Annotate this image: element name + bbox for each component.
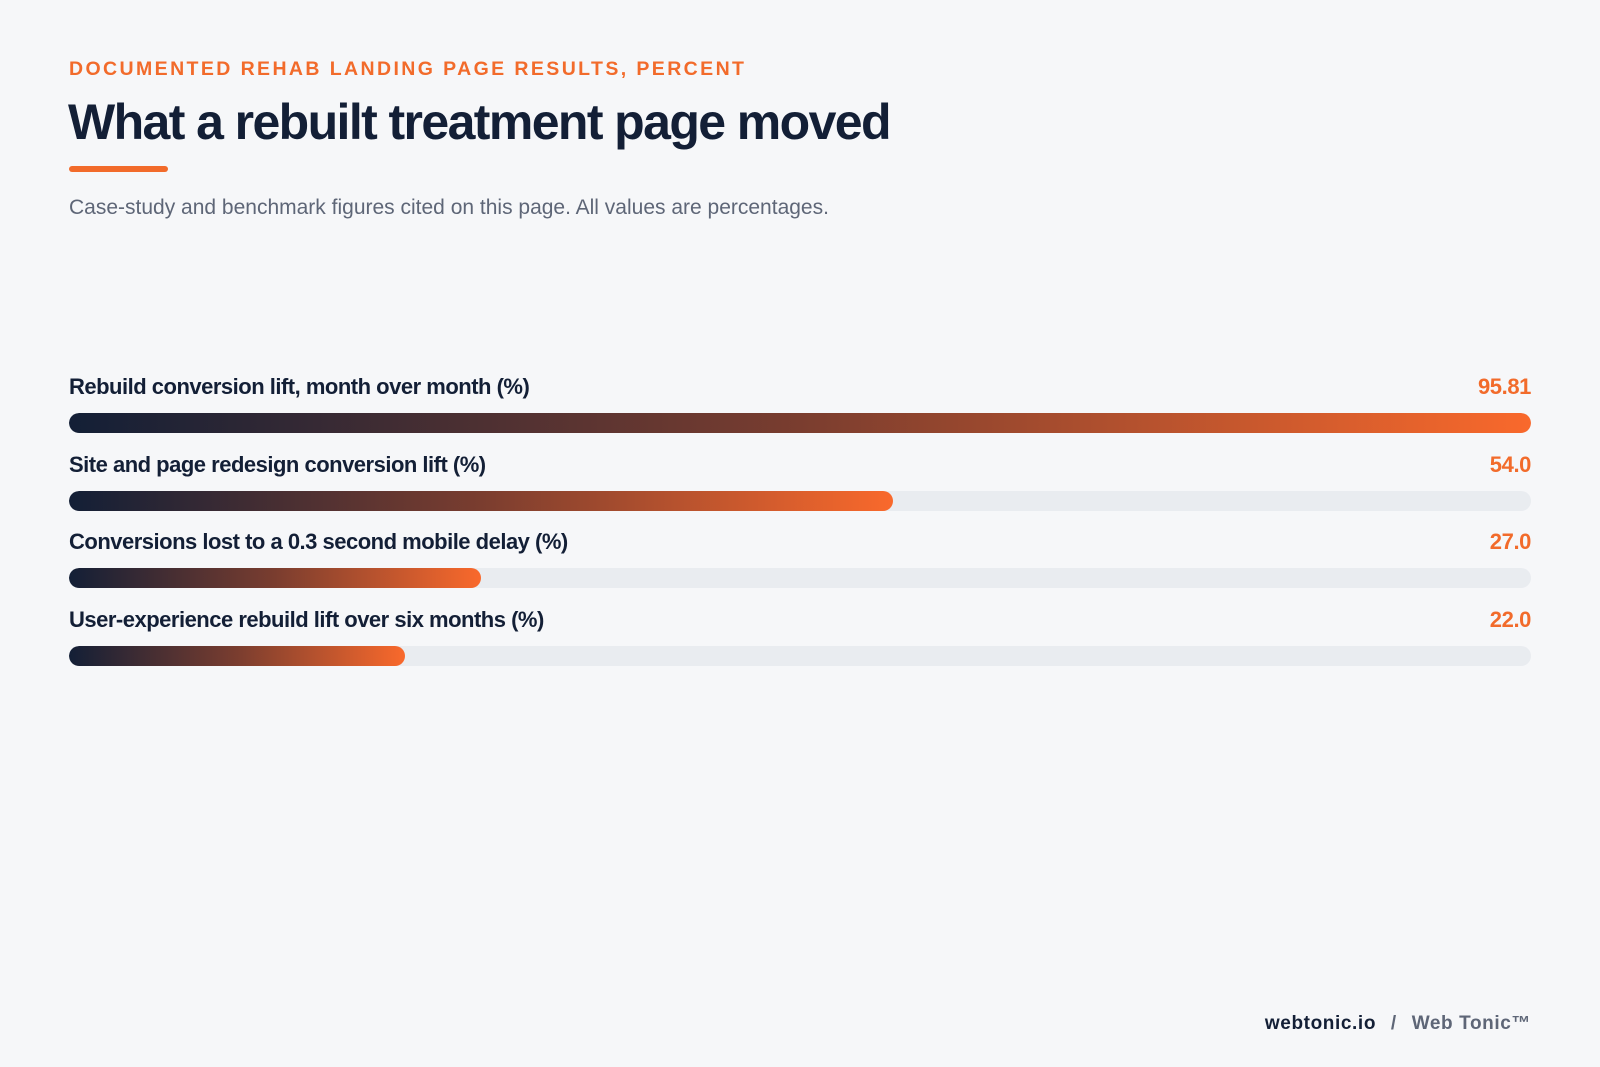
bar-value-label: 22.0 (1489, 606, 1532, 632)
eyebrow-label: DOCUMENTED REHAB LANDING PAGE RESULTS, P… (69, 58, 747, 80)
bar-fill (69, 568, 481, 588)
bar-header: Rebuild conversion lift, month over mont… (69, 374, 1531, 413)
bar-row: Conversions lost to a 0.3 second mobile … (69, 529, 1531, 607)
bar-track (69, 490, 1531, 511)
bar-category-label: User-experience rebuild lift over six mo… (69, 606, 544, 632)
bar-value-label: 27.0 (1489, 529, 1532, 554)
bar-header: Conversions lost to a 0.3 second mobile … (69, 529, 1531, 568)
bar-category-label: Rebuild conversion lift, month over mont… (69, 374, 530, 399)
bar-track (69, 645, 1531, 666)
bar-fill (69, 645, 405, 666)
footer-brand: Web Tonic™ (1411, 1013, 1531, 1034)
bar-header: User-experience rebuild lift over six mo… (69, 607, 1531, 646)
bar-chart: Rebuild conversion lift, month over mont… (69, 374, 1531, 684)
bar-row: User-experience rebuild lift over six mo… (69, 607, 1531, 685)
bar-value-label: 95.81 (1477, 374, 1531, 399)
bar-row: Site and page redesign conversion lift (… (69, 452, 1531, 530)
page-subtitle: Case-study and benchmark figures cited o… (69, 196, 829, 219)
title-underline (69, 166, 168, 172)
page-title: What a rebuilt treatment page moved (68, 94, 892, 150)
bar-row: Rebuild conversion lift, month over mont… (69, 374, 1531, 452)
bar-track (69, 413, 1531, 433)
bar-value-label: 54.0 (1489, 451, 1532, 477)
footer-separator: / (1390, 1013, 1397, 1034)
bar-fill (69, 413, 1531, 433)
bar-category-label: Site and page redesign conversion lift (… (69, 451, 486, 477)
footer-credit: webtonic.io / Web Tonic™ (1265, 1013, 1531, 1035)
bar-track (69, 568, 1531, 588)
bar-category-label: Conversions lost to a 0.3 second mobile … (69, 529, 568, 554)
bar-header: Site and page redesign conversion lift (… (69, 452, 1531, 491)
footer-domain: webtonic.io (1264, 1013, 1377, 1034)
bar-fill (69, 490, 893, 511)
